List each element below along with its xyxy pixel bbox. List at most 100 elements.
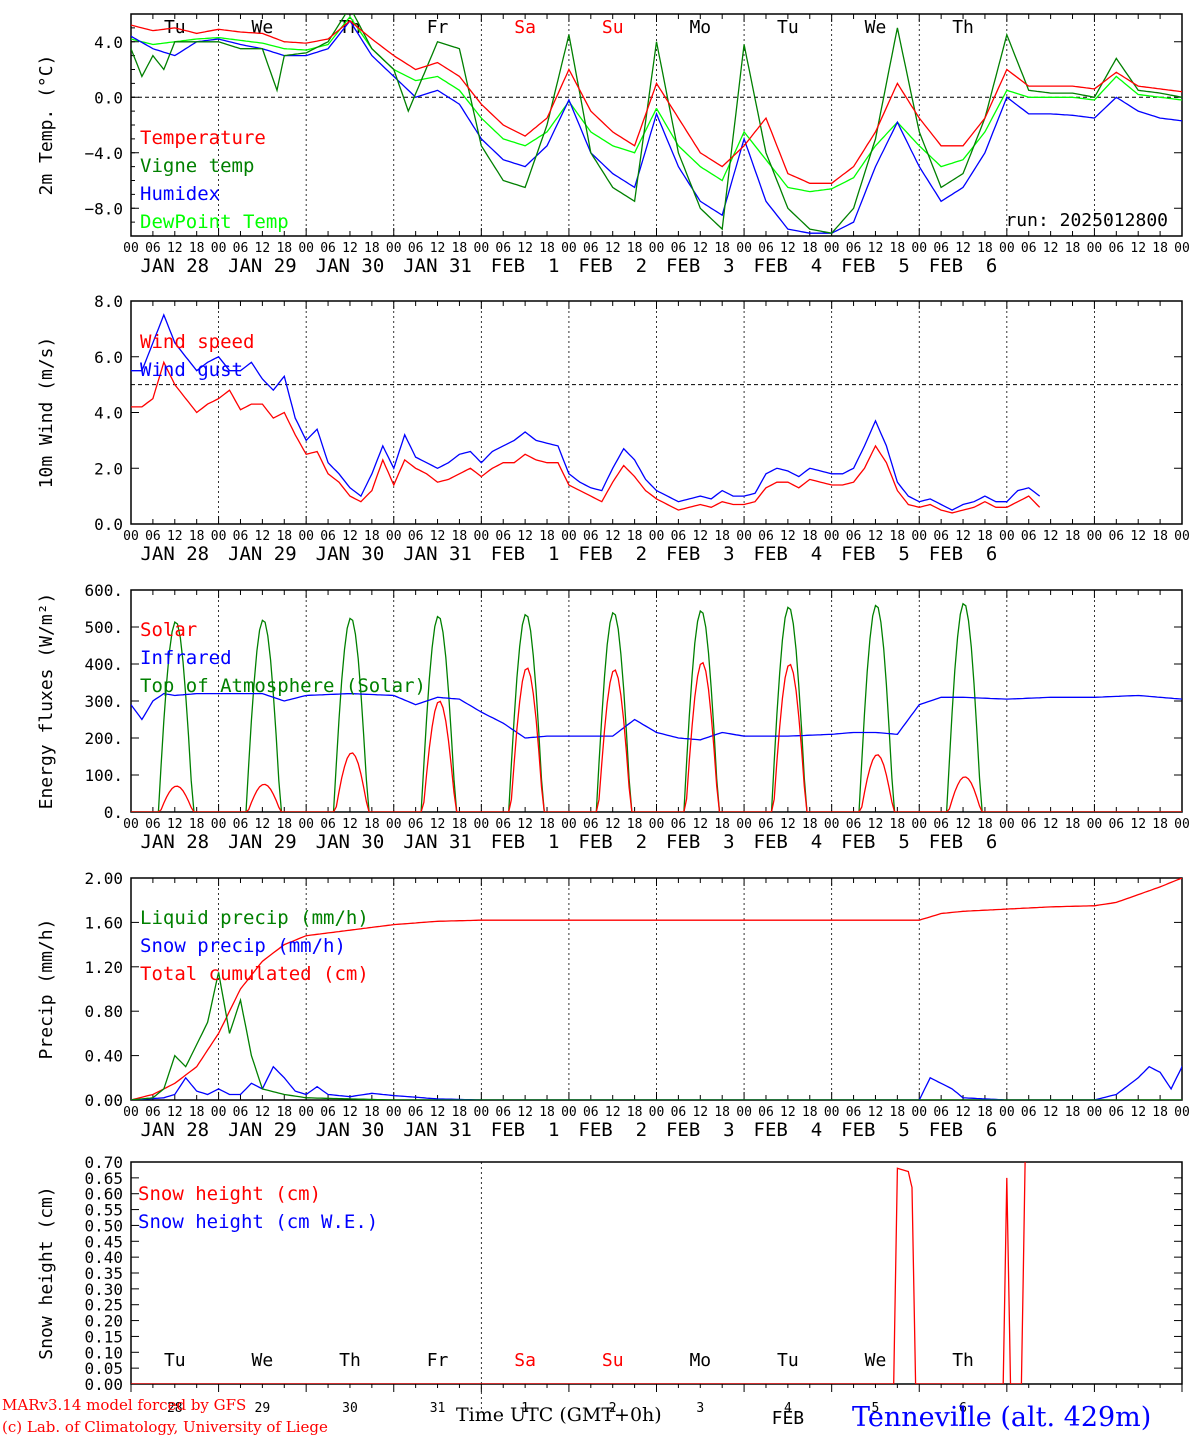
hour-label: 18 <box>1065 817 1081 832</box>
series-line-dewpoint-temp <box>131 15 1182 193</box>
date-label: JAN 28 <box>140 255 209 277</box>
hour-label: 18 <box>1065 241 1081 256</box>
hour-label: 00 <box>736 817 752 832</box>
hour-label: 18 <box>714 1105 730 1120</box>
hour-label: 00 <box>561 529 577 544</box>
date-label: 2 <box>609 1401 617 1416</box>
hour-label: 06 <box>846 817 862 832</box>
hour-label: 00 <box>736 1105 752 1120</box>
y-tick-label: −4.0 <box>84 144 123 163</box>
legend-entry: Liquid precip (mm/h) <box>140 907 369 929</box>
day-label: Th <box>952 17 974 38</box>
day-label: Tu <box>777 17 799 38</box>
y-tick-label: 0.0 <box>94 515 123 534</box>
date-label: JAN 31 <box>403 831 472 853</box>
hour-label: 00 <box>386 529 402 544</box>
date-label: FEB 2 <box>578 255 647 277</box>
hour-label: 06 <box>233 817 249 832</box>
run-label: run: 2025012800 <box>1005 210 1168 231</box>
hour-label: 00 <box>1087 1105 1103 1120</box>
hour-label: 06 <box>1108 1105 1124 1120</box>
hour-label: 00 <box>474 241 490 256</box>
hour-label: 06 <box>846 241 862 256</box>
hour-label: 18 <box>1065 529 1081 544</box>
day-label: Su <box>602 1350 624 1371</box>
day-label: Tu <box>164 1350 186 1371</box>
date-label: 3 <box>696 1401 704 1416</box>
day-label: Th <box>339 1350 361 1371</box>
hour-label: 06 <box>583 241 599 256</box>
legend-entry: Snow height (cm W.E.) <box>138 1211 378 1233</box>
hour-label: 06 <box>583 529 599 544</box>
date-label: 5 <box>872 1401 880 1416</box>
hour-label: 12 <box>955 1105 971 1120</box>
lab-credit: (c) Lab. of Climatology, University of L… <box>2 1418 328 1436</box>
y-axis-label: Precip (mm/h) <box>36 919 57 1060</box>
hour-label: 18 <box>189 817 205 832</box>
hour-label: 12 <box>1130 241 1146 256</box>
hour-label: 12 <box>1043 529 1059 544</box>
date-label: 29 <box>255 1401 271 1416</box>
y-axis-label: 2m Temp. (°C) <box>36 55 57 196</box>
hour-label: 06 <box>233 529 249 544</box>
day-label: Fr <box>427 17 449 38</box>
hour-label: 18 <box>890 241 906 256</box>
legend-entry: Infrared <box>140 647 232 669</box>
hour-label: 12 <box>517 817 533 832</box>
hour-label: 12 <box>1130 1105 1146 1120</box>
legend-entry: DewPoint Temp <box>140 211 289 233</box>
hour-label: 18 <box>802 817 818 832</box>
hour-label: 18 <box>189 1105 205 1120</box>
y-axis-label: Snow height (cm) <box>36 1186 57 1359</box>
hour-label: 00 <box>1087 529 1103 544</box>
hour-label: 12 <box>1130 817 1146 832</box>
date-label: JAN 30 <box>316 1119 385 1141</box>
date-label: 28 <box>167 1401 183 1416</box>
date-label: FEB 1 <box>491 255 560 277</box>
hour-label: 06 <box>145 529 161 544</box>
hour-label: 18 <box>1152 817 1168 832</box>
day-label: Tu <box>777 1350 799 1371</box>
date-label: FEB 4 <box>754 831 823 853</box>
date-label: JAN 30 <box>316 831 385 853</box>
hour-label: 00 <box>824 1105 840 1120</box>
model-credit: MARv3.14 model forced by GFS <box>2 1396 247 1414</box>
hour-label: 06 <box>233 241 249 256</box>
hour-label: 12 <box>692 817 708 832</box>
legend-entry: Solar <box>140 619 197 641</box>
hour-label: 18 <box>714 817 730 832</box>
month-label: FEB <box>772 1408 805 1429</box>
panel-4: 0.00 0.40 0.80 1.20 1.60 2.00 Precip (mm/h) 00 0… <box>36 869 1190 1141</box>
hour-label: 00 <box>911 817 927 832</box>
hour-label: 00 <box>211 1105 227 1120</box>
date-label: FEB 1 <box>491 543 560 565</box>
legend-entry: Top of Atmosphere (Solar) <box>140 675 426 697</box>
date-label: FEB 3 <box>666 1119 735 1141</box>
hour-label: 12 <box>342 1105 358 1120</box>
hour-label: 18 <box>276 241 292 256</box>
day-label: Sa <box>514 17 536 38</box>
hour-label: 00 <box>649 241 665 256</box>
panel-2: 0.0 2.0 4.0 6.0 8.0 10m Wind (m/s) 00 06 12 18 00 0… <box>36 292 1190 565</box>
series-line-vigne-temp <box>131 14 1182 234</box>
y-tick-label: 8.0 <box>94 292 123 311</box>
date-label: FEB 6 <box>929 1119 998 1141</box>
y-tick-label: 0.55 <box>84 1201 123 1220</box>
hour-label: 12 <box>868 241 884 256</box>
hour-label: 18 <box>276 817 292 832</box>
hour-label: 18 <box>1152 241 1168 256</box>
y-tick-label: 1.60 <box>84 913 123 932</box>
hour-label: 12 <box>605 529 621 544</box>
hour-label: 06 <box>671 241 687 256</box>
hour-label: 18 <box>276 1105 292 1120</box>
hour-label: 12 <box>342 817 358 832</box>
hour-label: 06 <box>933 529 949 544</box>
hour-label: 12 <box>517 1105 533 1120</box>
date-label: JAN 29 <box>228 831 297 853</box>
hour-label: 12 <box>1043 241 1059 256</box>
hour-label: 18 <box>627 817 643 832</box>
hour-label: 18 <box>452 1105 468 1120</box>
day-label: We <box>865 17 887 38</box>
hour-label: 06 <box>495 241 511 256</box>
